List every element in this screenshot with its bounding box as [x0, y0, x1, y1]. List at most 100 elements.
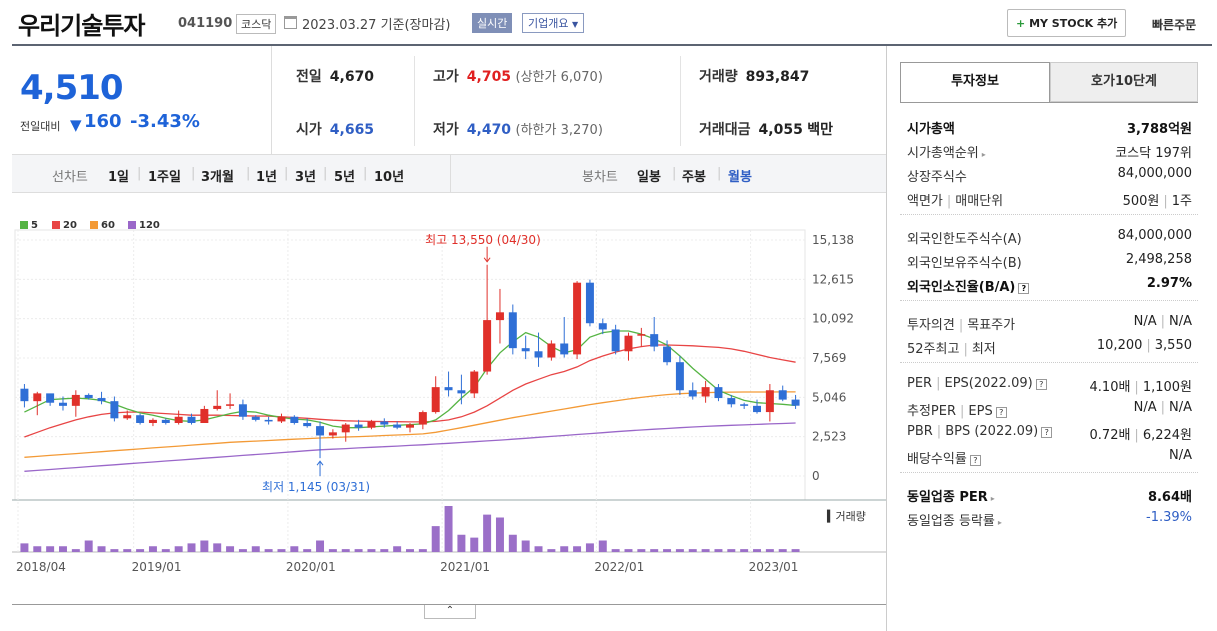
info-value-part: 500원 — [1122, 194, 1160, 209]
company-overview-button[interactable]: 기업개요 ▼ — [522, 13, 585, 33]
info-group-divider — [900, 472, 1198, 473]
side-tab-divider — [900, 102, 1198, 103]
tab-5y[interactable]: 5년 — [334, 170, 356, 185]
candle-body — [174, 416, 183, 423]
stat-label: 거래량 — [699, 69, 738, 85]
tab-divider: | — [246, 166, 251, 181]
tab-3m[interactable]: 3개월 — [201, 170, 234, 185]
tab-10y[interactable]: 10년 — [374, 170, 405, 185]
info-value: -1.39% — [1146, 510, 1192, 525]
stat-volume: 거래량 893,847 — [699, 66, 809, 86]
info-row[interactable]: PER | EPS(2022.09)? 4.10배 | 1,100원 — [907, 376, 1192, 395]
legend-ma60: 60 — [90, 220, 115, 231]
volume-bar — [547, 549, 556, 552]
candle-body — [161, 419, 170, 423]
price-summary: 4,510 전일대비 ▼ 160 -3.43% — [12, 46, 272, 154]
candle-body — [251, 416, 260, 420]
info-value: 500원 | 1주 — [1123, 190, 1192, 209]
candle-body — [688, 390, 697, 397]
arrow-right-icon: ▸ — [981, 150, 986, 159]
volume-bar — [418, 549, 427, 552]
tab-investment-info[interactable]: 투자정보 — [900, 62, 1050, 102]
info-value-part: N/A — [1133, 400, 1157, 415]
high-annotation: 최고 13,550 (04/30) — [425, 233, 541, 247]
volume-bar — [457, 534, 466, 552]
pipe-divider: | — [936, 376, 941, 391]
volume-bar — [58, 546, 67, 552]
candle-body — [71, 394, 80, 406]
current-price: 4,510 — [20, 68, 124, 108]
candle-body — [483, 320, 492, 372]
info-value: N/A | N/A — [1134, 400, 1192, 415]
price-chart[interactable]: 15,138 12,615 10,092 7,569 5,046 2,523 0 2018/0… — [12, 200, 886, 600]
tab-order-book[interactable]: 호가10단계 — [1050, 62, 1198, 102]
line-chart-label: 선차트 — [52, 170, 88, 185]
pipe-divider: | — [1146, 338, 1151, 353]
quick-order-button[interactable]: 빠른주문 — [1152, 18, 1197, 32]
candle-body — [33, 393, 42, 402]
pipe-divider: | — [963, 342, 968, 357]
tab-1w[interactable]: 1주일 — [148, 170, 181, 185]
volume-bar — [637, 549, 646, 552]
volume-bar — [598, 540, 607, 552]
info-row[interactable]: 외국인소진율(B/A)? 2.97% — [907, 276, 1192, 295]
stat-divider — [414, 56, 415, 146]
stat-low: 저가 4,470 (하한가 3,270) — [433, 119, 603, 139]
tab-divider: | — [137, 166, 142, 181]
candle-body — [791, 399, 800, 406]
tab-1y[interactable]: 1년 — [256, 170, 278, 185]
info-key: 시가총액순위 ▸ — [907, 142, 986, 161]
info-key: 배당수익률? — [907, 448, 981, 467]
info-key: 상장주식수 — [907, 166, 967, 185]
tab-3y[interactable]: 3년 — [295, 170, 317, 185]
my-stock-label: MY STOCK 추가 — [1029, 17, 1118, 30]
lower-limit: (하한가 3,270) — [515, 123, 603, 138]
candle-body — [110, 401, 119, 419]
info-key-text: 배당수익률 — [907, 452, 967, 467]
candle-body — [316, 426, 325, 436]
tab-monthly[interactable]: 월봉 — [728, 170, 752, 185]
volume-bar — [303, 549, 312, 552]
volume-bar — [753, 549, 762, 552]
tab-1d[interactable]: 1일 — [108, 170, 130, 185]
tab-daily[interactable]: 일봉 — [637, 170, 661, 185]
tab-divider: | — [363, 166, 368, 181]
info-row[interactable]: 동일업종 PER ▸ 8.64배 — [907, 486, 1192, 505]
volume-bar — [71, 549, 80, 552]
volume-bar — [521, 540, 530, 552]
info-row[interactable]: 추정PER | EPS? N/A | N/A — [907, 400, 1192, 419]
candle-body — [457, 390, 466, 394]
info-group-divider — [900, 214, 1198, 215]
add-my-stock-button[interactable]: + MY STOCK 추가 — [1007, 9, 1127, 37]
volume-bar — [316, 540, 325, 552]
volume-bar — [97, 546, 106, 552]
volume-bar — [495, 517, 504, 552]
volume-bar — [226, 546, 235, 552]
candle-body — [187, 416, 196, 423]
volume-label: ▍거래량 — [826, 509, 866, 523]
chart-period-bar: 선차트 1일 | 1주일 | 3개월 | 1년 | 3년 | 5년 | 10년 … — [12, 155, 886, 193]
collapse-chart-button[interactable]: ⌃ — [424, 605, 476, 619]
volume-bar — [585, 543, 594, 552]
candle-body — [508, 312, 517, 349]
info-value-text: 84,000,000 — [1117, 166, 1192, 181]
low-marker-arrow — [316, 460, 324, 466]
info-row[interactable]: 시가총액순위 ▸ 코스닥 197위 — [907, 142, 1192, 161]
stat-label: 시가 — [296, 122, 322, 138]
volume-bar — [290, 546, 299, 552]
info-row[interactable]: PBR | BPS (2022.09)? 0.72배 | 6,224원 — [907, 424, 1192, 443]
volume-bar — [624, 549, 633, 552]
chart-bottom-divider — [12, 604, 886, 605]
info-key-part: 투자의견 — [907, 318, 955, 333]
realtime-button[interactable]: 실시간 — [472, 13, 513, 33]
info-key-text: 동일업종 PER — [907, 490, 988, 505]
legend-ma5: 5 — [20, 220, 38, 231]
info-row[interactable]: 동일업종 등락률 ▸ -1.39% — [907, 510, 1192, 529]
tab-weekly[interactable]: 주봉 — [682, 170, 706, 185]
volume-bar — [264, 549, 273, 552]
info-key-text: 외국인소진율(B/A) — [907, 280, 1016, 295]
info-key: 투자의견 | 목표주가 — [907, 314, 1015, 333]
pipe-divider: | — [1134, 428, 1139, 443]
info-row[interactable]: 배당수익률? N/A — [907, 448, 1192, 467]
info-group-divider — [900, 300, 1198, 301]
